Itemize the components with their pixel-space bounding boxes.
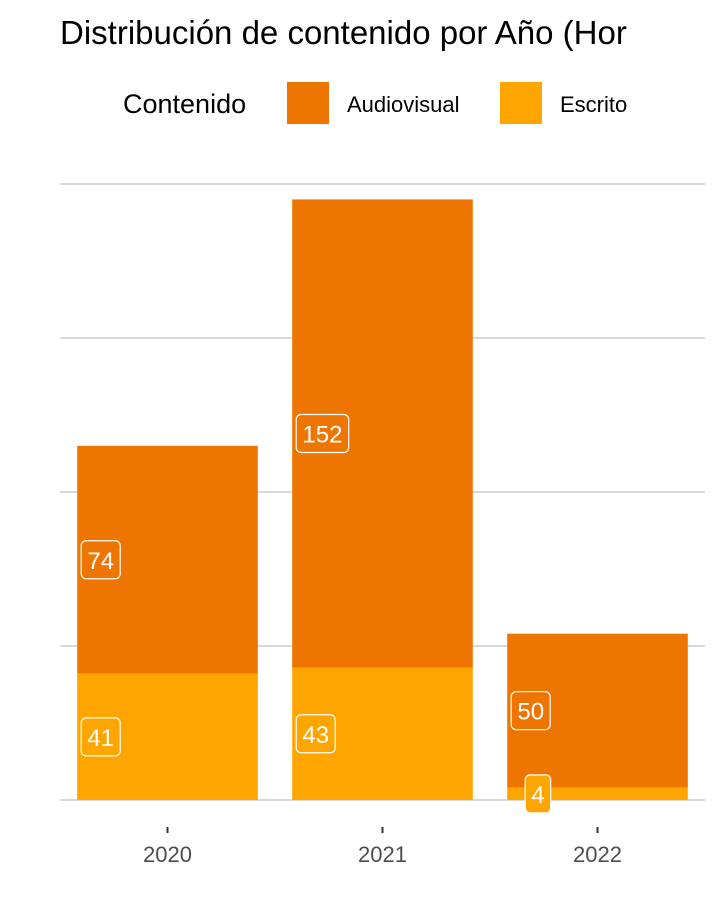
legend: Contenido Audiovisual Escrito <box>123 82 627 124</box>
data-label-group: 50 <box>510 691 551 731</box>
data-label-group: 74 <box>80 540 121 580</box>
bars <box>77 199 688 800</box>
bar-escrito-2022 <box>507 787 688 800</box>
data-labels: 41 74 43 152 4 50 <box>80 413 552 814</box>
data-label-box <box>524 774 552 814</box>
data-label: 4 <box>531 782 544 809</box>
legend-label-audiovisual: Audiovisual <box>347 92 460 117</box>
data-label: 43 <box>302 722 329 749</box>
legend-key-escrito <box>500 82 542 124</box>
x-tick-label: 2021 <box>358 842 407 867</box>
data-label-group: 4 <box>524 774 552 814</box>
data-label-group: 43 <box>295 714 336 754</box>
data-label-box <box>80 717 121 757</box>
data-label-box <box>510 691 551 731</box>
data-label: 41 <box>87 725 114 752</box>
legend-title: Contenido <box>123 89 246 119</box>
data-label-group: 41 <box>80 717 121 757</box>
legend-key-audiovisual <box>287 82 329 124</box>
x-axis: 2020 2021 2022 <box>143 827 622 867</box>
legend-label-escrito: Escrito <box>560 92 627 117</box>
x-tick-label: 2020 <box>143 842 192 867</box>
data-label: 74 <box>87 548 114 575</box>
data-label: 152 <box>302 421 342 448</box>
data-label-box <box>295 413 350 454</box>
x-tick-label: 2022 <box>573 842 622 867</box>
data-label-box <box>295 714 336 754</box>
data-label-group: 152 <box>295 413 350 454</box>
data-label: 50 <box>517 699 544 726</box>
chart-title: Distribución de contenido por Año (Hor <box>60 14 627 51</box>
data-label-box <box>80 540 121 580</box>
